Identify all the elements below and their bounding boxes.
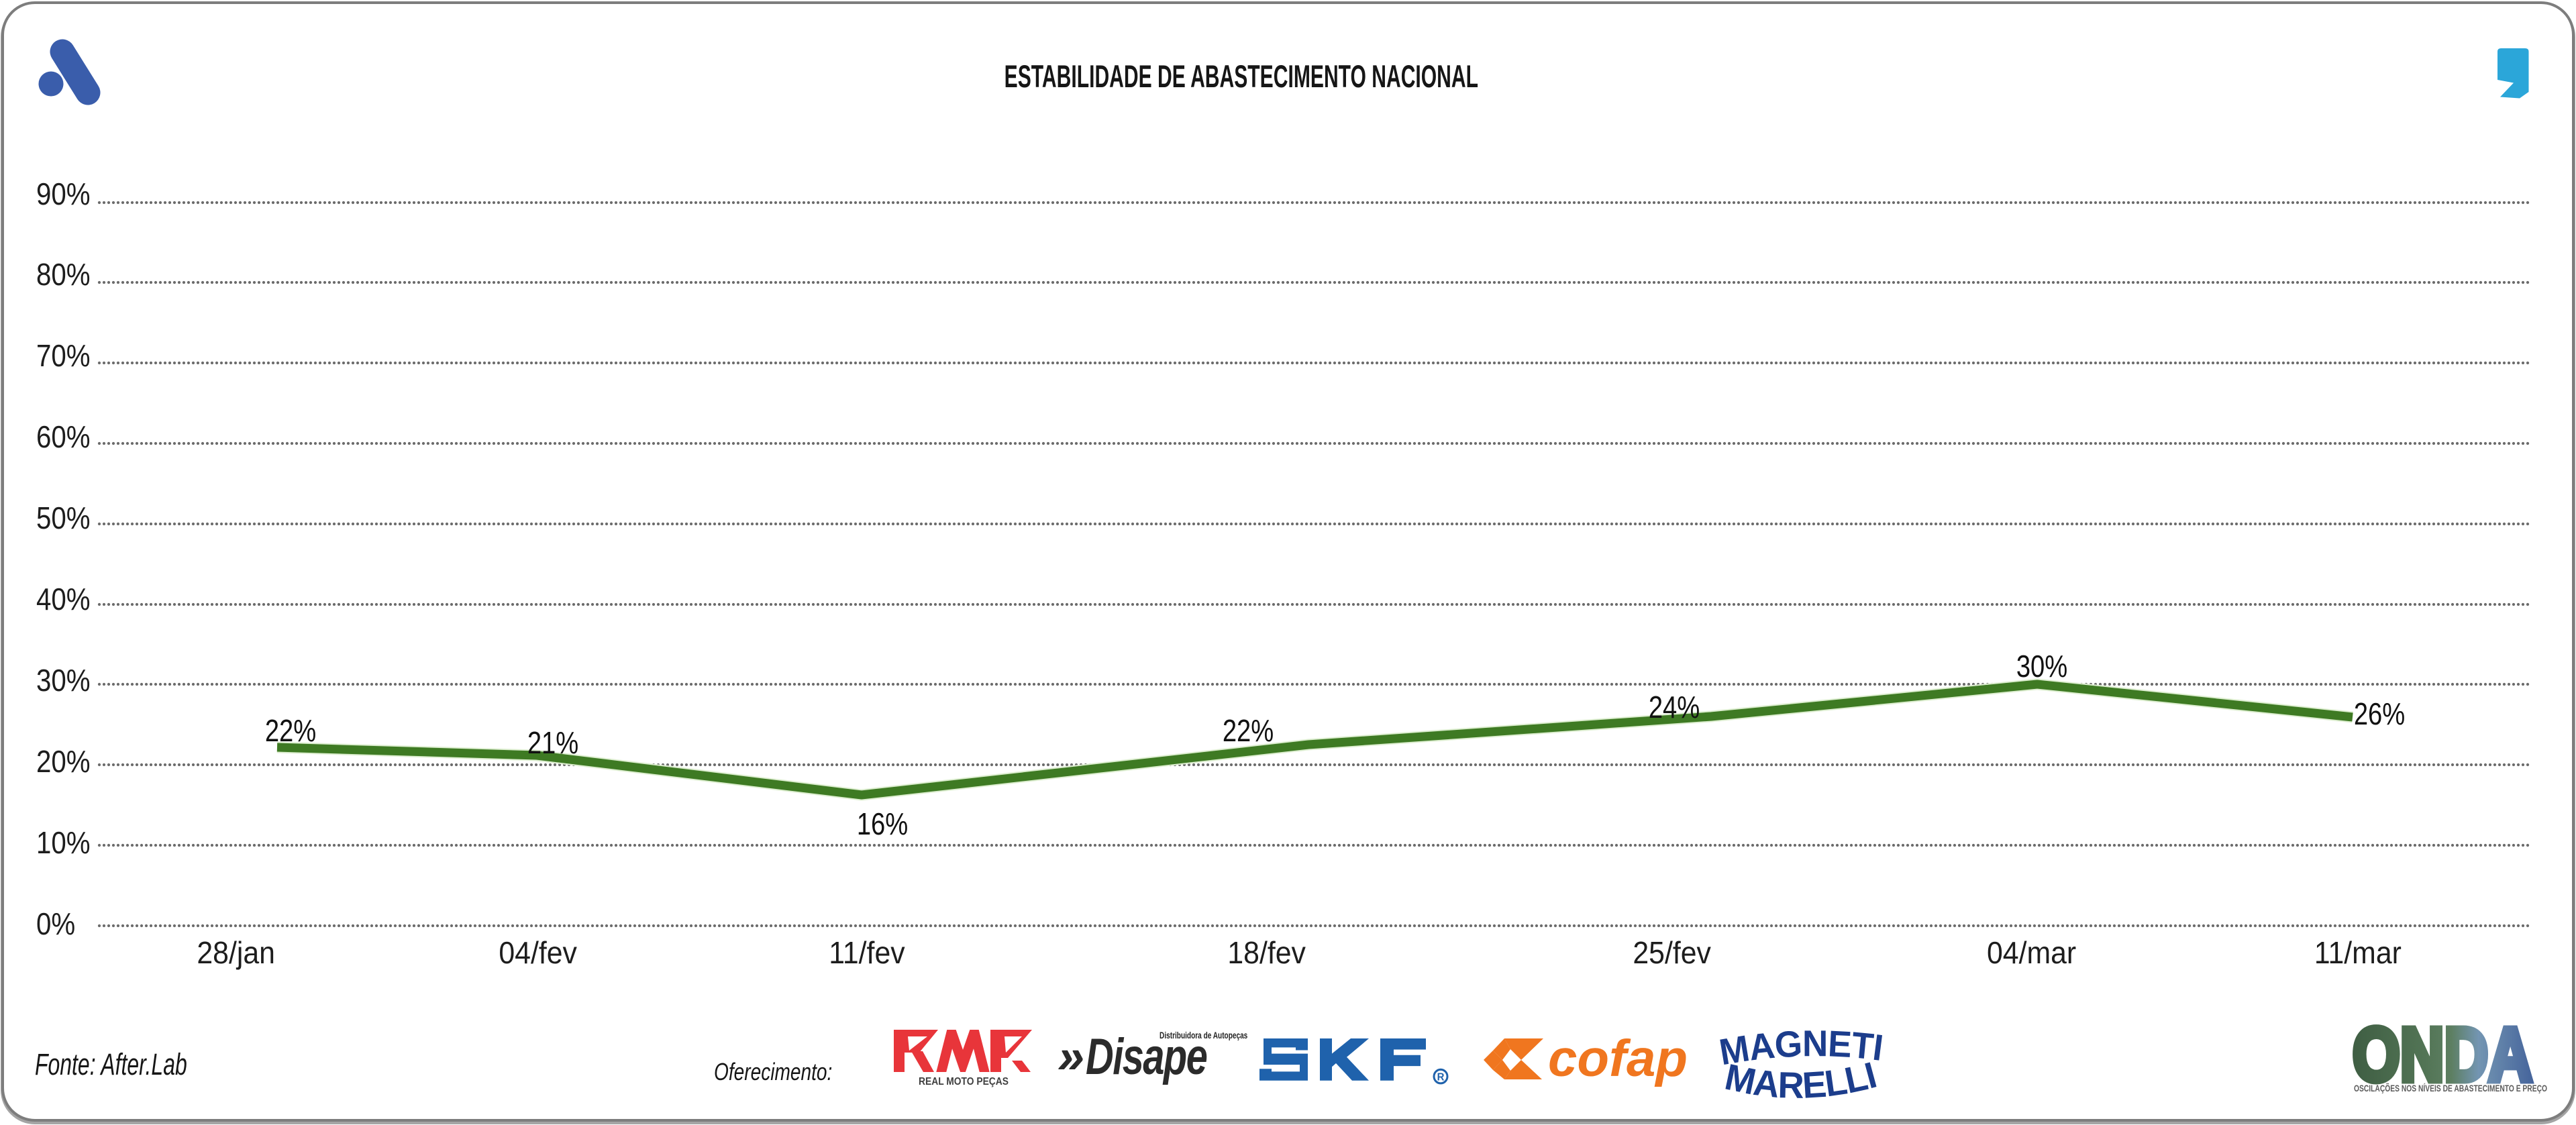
svg-text:ONDA: ONDA <box>2353 1012 2532 1097</box>
svg-text:OSCILAÇÕES NOS NÍVEIS DE ABAST: OSCILAÇÕES NOS NÍVEIS DE ABASTECIMENTO E… <box>2354 1083 2547 1093</box>
svg-text:cofap: cofap <box>1548 1030 1688 1087</box>
svg-text:R: R <box>1437 1072 1445 1083</box>
svg-text:REAL MOTO PEÇAS: REAL MOTO PEÇAS <box>919 1076 1009 1087</box>
